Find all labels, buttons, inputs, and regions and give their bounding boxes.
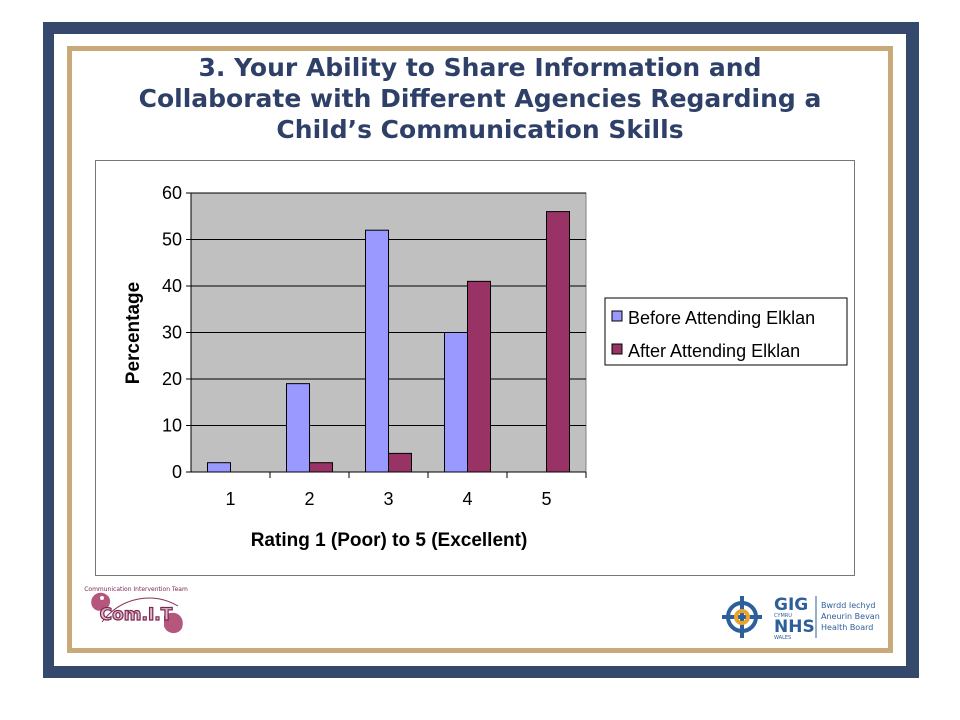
nhs-logo-board-line-3: Health Board — [821, 623, 873, 632]
y-axis-title: Percentage — [123, 282, 144, 384]
slide-title-line-1: 3. Your Ability to Share Information and — [198, 53, 762, 82]
nhs-logo-board-line-1: Bwrdd Iechyd — [821, 601, 875, 610]
bar-after-4 — [467, 280, 491, 473]
legend-swatch-after — [611, 343, 623, 355]
bar-after-3 — [388, 452, 412, 473]
legend-box — [604, 297, 848, 366]
chart-area: 0 10 20 30 40 50 60 1 2 3 4 5 Percentage Rating 1 (… — [95, 160, 855, 576]
nhs-logo-nhs: NHS — [774, 617, 815, 637]
bar-before-3 — [365, 229, 389, 473]
x-tick-label-1: 1 — [225, 489, 235, 509]
x-axis-title: Rating 1 (Poor) to 5 (Excellent) — [251, 530, 528, 551]
y-tick-label-50: 50 — [162, 230, 182, 250]
comit-logo-left-figure — [91, 592, 111, 611]
comit-logo-right-figure — [164, 612, 183, 634]
comit-logo-text: Com.I.T — [100, 605, 173, 625]
y-tick-label-0: 0 — [172, 462, 182, 482]
nhs-logo-cymru: CYMRU — [774, 613, 792, 619]
slide-title: 3. Your Ability to Share Information and… — [95, 52, 865, 145]
bar-before-4 — [444, 332, 468, 473]
x-tick-label-4: 4 — [462, 489, 472, 509]
x-tick-label-5: 5 — [541, 489, 551, 509]
bar-before-2 — [286, 383, 310, 473]
comit-logo-arc-text: Communication Intervention Team — [84, 586, 188, 593]
nhs-logo-board-line-2: Aneurin Bevan — [821, 612, 880, 621]
bar-after-2 — [309, 462, 333, 473]
y-tick-label-40: 40 — [162, 276, 182, 296]
y-tick-label-20: 20 — [162, 369, 182, 389]
y-tick-label-60: 60 — [162, 183, 182, 203]
bar-after-5 — [546, 211, 570, 473]
nhs-logo-gig: GIG — [774, 595, 808, 615]
chart-legend: Before Attending Elklan After Attending … — [604, 297, 848, 366]
y-tick-label-10: 10 — [162, 416, 182, 436]
y-tick-label-30: 30 — [162, 323, 182, 343]
slide-title-line-3: Child’s Communication Skills — [276, 115, 684, 144]
slide-title-line-2: Collaborate with Different Agencies Rega… — [138, 84, 822, 113]
comit-logo: Communication Intervention Team Com.I.T — [84, 586, 188, 634]
celtic-knot-icon — [722, 596, 762, 638]
x-tick-label-2: 2 — [304, 489, 314, 509]
comit-logo-arc — [101, 597, 179, 623]
bar-chart: 0 10 20 30 40 50 60 1 2 3 4 5 Percentage Rating 1 (… — [123, 183, 848, 551]
x-tick-label-3: 3 — [383, 489, 393, 509]
nhs-logo-wales: WALES — [774, 635, 791, 641]
legend-label-before: Before Attending Elklan — [628, 308, 815, 328]
legend-swatch-before — [611, 310, 623, 322]
legend-label-after: After Attending Elklan — [628, 341, 800, 361]
bar-before-1 — [207, 462, 231, 473]
comit-logo-eye — [100, 596, 104, 600]
nhs-wales-logo: GIG CYMRU NHS WALES Bwrdd Iechyd Aneurin… — [722, 595, 880, 641]
